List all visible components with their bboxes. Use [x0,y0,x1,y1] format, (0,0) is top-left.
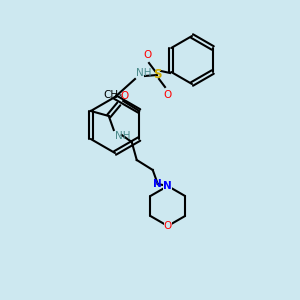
Text: N: N [164,181,172,191]
Text: O: O [121,91,129,101]
Text: NH: NH [136,68,152,78]
Text: O: O [163,90,171,100]
Text: N: N [153,179,162,189]
Text: S: S [153,68,161,82]
Text: CH₃: CH₃ [103,90,122,100]
Text: NH: NH [115,131,130,141]
Text: O: O [143,50,151,60]
Text: O: O [164,221,172,231]
